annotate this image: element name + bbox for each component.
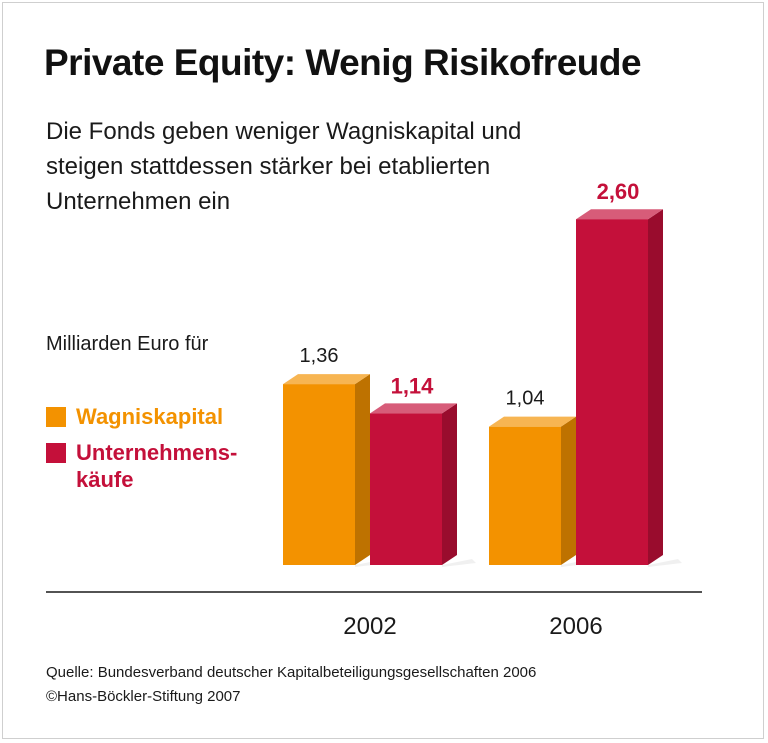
source-note: Quelle: Bundesverband deutscher Kapitalb… bbox=[46, 661, 536, 709]
bar-2006-unternehmenskaeufe bbox=[576, 209, 682, 567]
bar-side bbox=[561, 416, 576, 565]
value-label: 1,14 bbox=[391, 373, 435, 398]
bar-side bbox=[648, 209, 663, 565]
x-tick-label: 2002 bbox=[343, 613, 396, 640]
chart-title: Private Equity: Wenig Risikofreude bbox=[44, 42, 642, 83]
bar-side bbox=[442, 403, 457, 565]
legend-label-unternehmenskaeufe: Unternehmens- käufe bbox=[76, 440, 238, 492]
legend-swatch-wagniskapital bbox=[46, 407, 66, 427]
chart-subtitle: Die Fonds geben weniger Wagniskapital un… bbox=[46, 118, 522, 215]
x-tick-label: 2006 bbox=[549, 613, 602, 640]
bars-group: 1,36 1,14 1,04 2,60 bbox=[283, 179, 682, 567]
value-label: 1,36 bbox=[300, 345, 339, 367]
unit-label: Milliarden Euro für bbox=[46, 333, 209, 355]
bar-front bbox=[576, 219, 648, 565]
legend-label-wagniskapital: Wagniskapital bbox=[76, 404, 224, 429]
bar-top bbox=[489, 416, 576, 427]
x-tick-group: 2002 2006 bbox=[343, 613, 602, 640]
bar-top bbox=[576, 209, 663, 220]
bar-top bbox=[283, 374, 370, 385]
bar-top bbox=[370, 403, 457, 414]
bar-side bbox=[355, 374, 370, 565]
legend-item-wagniskapital: Wagniskapital bbox=[46, 403, 223, 430]
value-label: 1,04 bbox=[506, 388, 545, 410]
value-label: 2,60 bbox=[597, 179, 640, 204]
copyright-line: ©Hans-Böckler-Stiftung 2007 bbox=[46, 688, 241, 705]
source-line: Quelle: Bundesverband deutscher Kapitalb… bbox=[46, 664, 537, 681]
bar-shadow bbox=[648, 559, 682, 567]
bar-front bbox=[489, 426, 561, 565]
legend-swatch-unternehmenskaeufe bbox=[46, 443, 66, 463]
bar-shadow bbox=[442, 559, 476, 567]
bar-front bbox=[370, 413, 442, 565]
bar-2002-wagniskapital bbox=[283, 374, 389, 567]
bar-front bbox=[283, 384, 355, 565]
legend-item-unternehmenskaeufe: Unternehmens- käufe bbox=[46, 439, 237, 493]
bar-2002-unternehmenskaeufe bbox=[370, 403, 476, 567]
